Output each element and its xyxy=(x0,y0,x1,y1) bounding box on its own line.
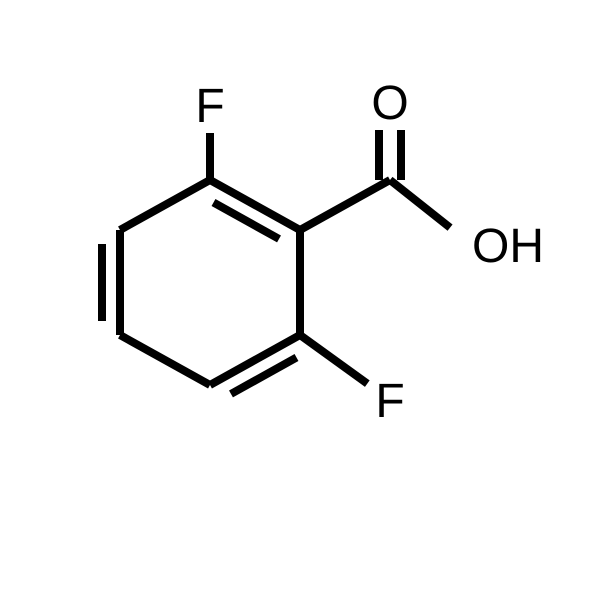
molecule-canvas: F F O OH xyxy=(0,0,600,600)
bond xyxy=(390,180,450,228)
bond xyxy=(120,335,210,385)
atom-label-f1: F xyxy=(195,80,224,133)
bond-inner xyxy=(231,358,297,394)
atom-label-f2: F xyxy=(375,375,404,428)
bond xyxy=(300,180,390,230)
atom-label-o2: OH xyxy=(472,220,544,273)
bond xyxy=(300,335,367,384)
atom-label-o1: O xyxy=(371,77,408,130)
bond xyxy=(120,180,210,230)
bond-inner xyxy=(213,203,279,239)
